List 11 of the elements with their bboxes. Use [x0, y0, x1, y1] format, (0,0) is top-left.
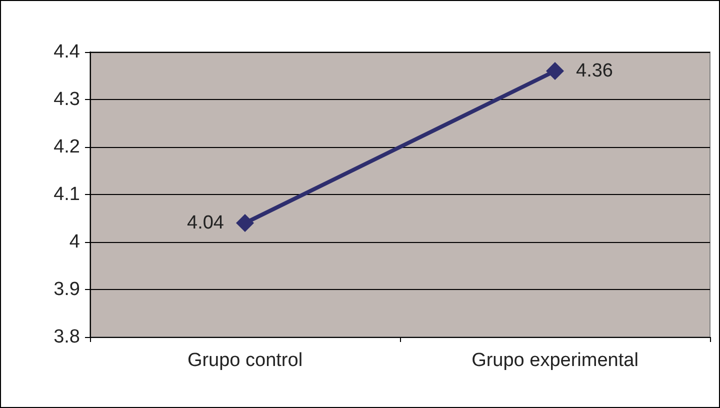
x-tick-label: Grupo control	[187, 350, 303, 371]
data-label: 4.36	[576, 60, 613, 82]
y-tick-label: 4.4	[54, 42, 80, 62]
y-tick-label: 4.2	[54, 136, 80, 158]
data-label: 4.04	[187, 212, 224, 234]
y-tick-label: 3.9	[54, 279, 80, 300]
y-tick-label: 4	[69, 232, 80, 252]
y-tick-label: 3.8	[54, 326, 80, 348]
y-tick-label: 4.1	[54, 184, 80, 205]
y-tick-label: 4.3	[54, 89, 80, 110]
x-tick-label: Grupo experimental	[472, 350, 638, 371]
